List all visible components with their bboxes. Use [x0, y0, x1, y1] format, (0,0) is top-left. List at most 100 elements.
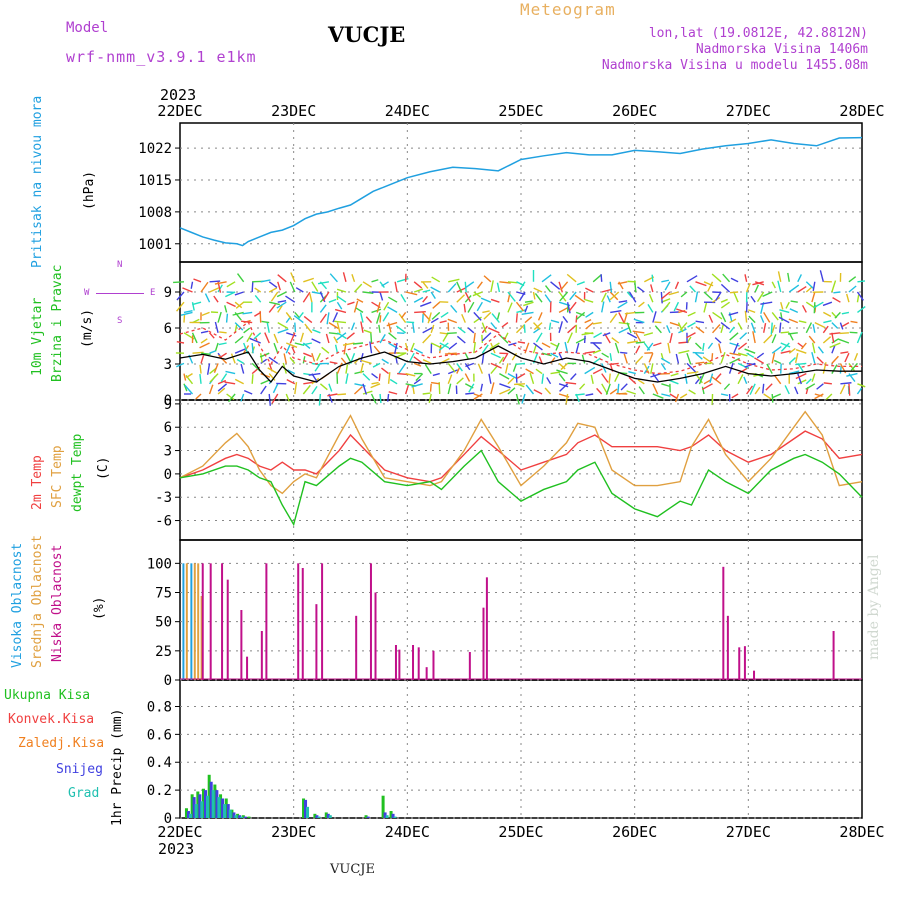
wind-arrow	[299, 332, 304, 343]
wind-arrow	[481, 332, 492, 342]
wind-arrow	[431, 311, 441, 320]
wind-arrow	[214, 281, 227, 285]
wind-arrow	[805, 383, 816, 390]
precip-graupel-bar	[194, 804, 198, 818]
precip-total-bar	[196, 791, 200, 818]
wind-arrow	[816, 383, 824, 390]
wind-arrow	[635, 332, 642, 342]
wind-arrow	[465, 362, 475, 368]
wind-arrow	[303, 315, 313, 324]
wind-arrow	[192, 301, 202, 306]
wind-arrow	[464, 362, 471, 371]
x-tick-label-top: 22DEC	[157, 102, 202, 120]
wind-arrow	[516, 362, 526, 365]
wind-arrow	[333, 336, 339, 344]
wind-arrow	[336, 322, 341, 334]
wind-arrow	[576, 311, 586, 320]
wind-arrow	[502, 352, 509, 363]
wind-arrow	[328, 298, 337, 303]
precipitation-frame	[179, 679, 863, 819]
wind-arrow	[805, 322, 813, 334]
wind-arrow	[371, 308, 382, 314]
wind-arrow	[213, 295, 219, 303]
wind-arrow	[193, 278, 202, 283]
wind-arrow	[701, 383, 713, 391]
wind-arrow	[346, 332, 355, 340]
wind-arrow	[440, 311, 449, 318]
wind-arrow	[729, 332, 739, 341]
wind-arrow	[687, 321, 696, 328]
wind-arrow	[846, 372, 858, 377]
precip-snow-bar	[226, 804, 230, 818]
low-cloud-bar	[722, 566, 725, 680]
wind-arrow	[463, 303, 466, 313]
wind-arrow	[780, 331, 790, 334]
wind-arrow	[224, 381, 236, 385]
wind-arrow	[430, 317, 439, 324]
x-tick-label-top: 27DEC	[726, 102, 771, 120]
pressure-line	[179, 136, 863, 247]
wind-arrow	[739, 332, 748, 340]
wind-arrow	[319, 383, 328, 391]
precip-graupel-bar	[306, 806, 310, 818]
wind-arrow	[400, 311, 407, 319]
wind-arrow	[620, 351, 628, 354]
temperature-ytick-label: 9	[164, 397, 172, 413]
wind-arrow	[490, 382, 495, 395]
wind-arrow	[294, 322, 297, 333]
wind-arrow	[771, 346, 782, 354]
wind-arrow	[575, 337, 587, 344]
wind-arrow	[442, 332, 449, 342]
wind-arrow	[686, 362, 696, 373]
wind-arrow	[550, 281, 561, 290]
wind-arrow	[797, 379, 807, 385]
wind-arrow	[337, 393, 347, 396]
wind-arrow	[787, 272, 790, 282]
wind-arrow	[770, 322, 773, 335]
wind-arrow	[251, 281, 254, 293]
precip-total-bar	[364, 815, 368, 818]
wind-arrow	[413, 362, 422, 367]
wind-arrow	[728, 311, 739, 316]
wind-arrow	[686, 352, 692, 365]
legend-convective-rain: Konvek.Kisa	[8, 712, 95, 727]
wind-arrow	[748, 309, 756, 314]
wind-arrow	[293, 315, 304, 324]
wind-arrow	[532, 291, 536, 300]
wind-arrow	[695, 361, 705, 365]
wind-arrow	[529, 372, 535, 385]
wind-arrow	[303, 381, 315, 385]
wind-arrow	[413, 288, 424, 293]
wind-arrow	[523, 324, 526, 333]
wind-arrow	[583, 298, 594, 303]
wind-arrow	[533, 342, 543, 351]
wind-arrow	[234, 347, 247, 354]
wind-arrow	[302, 384, 311, 395]
wind-arrow	[585, 393, 594, 397]
wind-arrow	[517, 341, 526, 344]
wind-arrow	[795, 362, 807, 366]
wind-arrow	[609, 313, 618, 324]
pressure-frame	[179, 122, 863, 263]
wind-arrow	[773, 359, 782, 365]
wind-arrow	[268, 356, 279, 364]
wind-arrow	[667, 342, 671, 354]
wind-arrow	[648, 293, 654, 303]
wind-arrow	[371, 381, 379, 385]
wind-arrow	[422, 295, 428, 303]
wind-arrow	[617, 301, 628, 309]
wind-arrow	[413, 281, 423, 289]
pressure-ytick-label: 1015	[138, 173, 172, 189]
precip-total-bar	[230, 809, 234, 818]
wind-arrow	[558, 362, 566, 370]
cloud-ytick-label: 75	[155, 586, 172, 602]
wind-rose-west: W	[84, 288, 90, 298]
wind-arrow	[840, 382, 852, 385]
wind-arrow	[788, 318, 799, 324]
wind-arrow	[289, 281, 296, 293]
wind-arrow	[626, 291, 633, 298]
wind-arrow	[533, 322, 543, 331]
wind-arrow	[342, 342, 355, 346]
wind-arrow	[846, 293, 850, 303]
